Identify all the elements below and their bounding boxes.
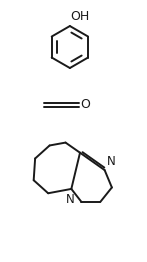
Text: OH: OH [71,10,90,23]
Text: N: N [66,193,75,206]
Text: N: N [107,155,116,168]
Text: O: O [80,99,90,111]
